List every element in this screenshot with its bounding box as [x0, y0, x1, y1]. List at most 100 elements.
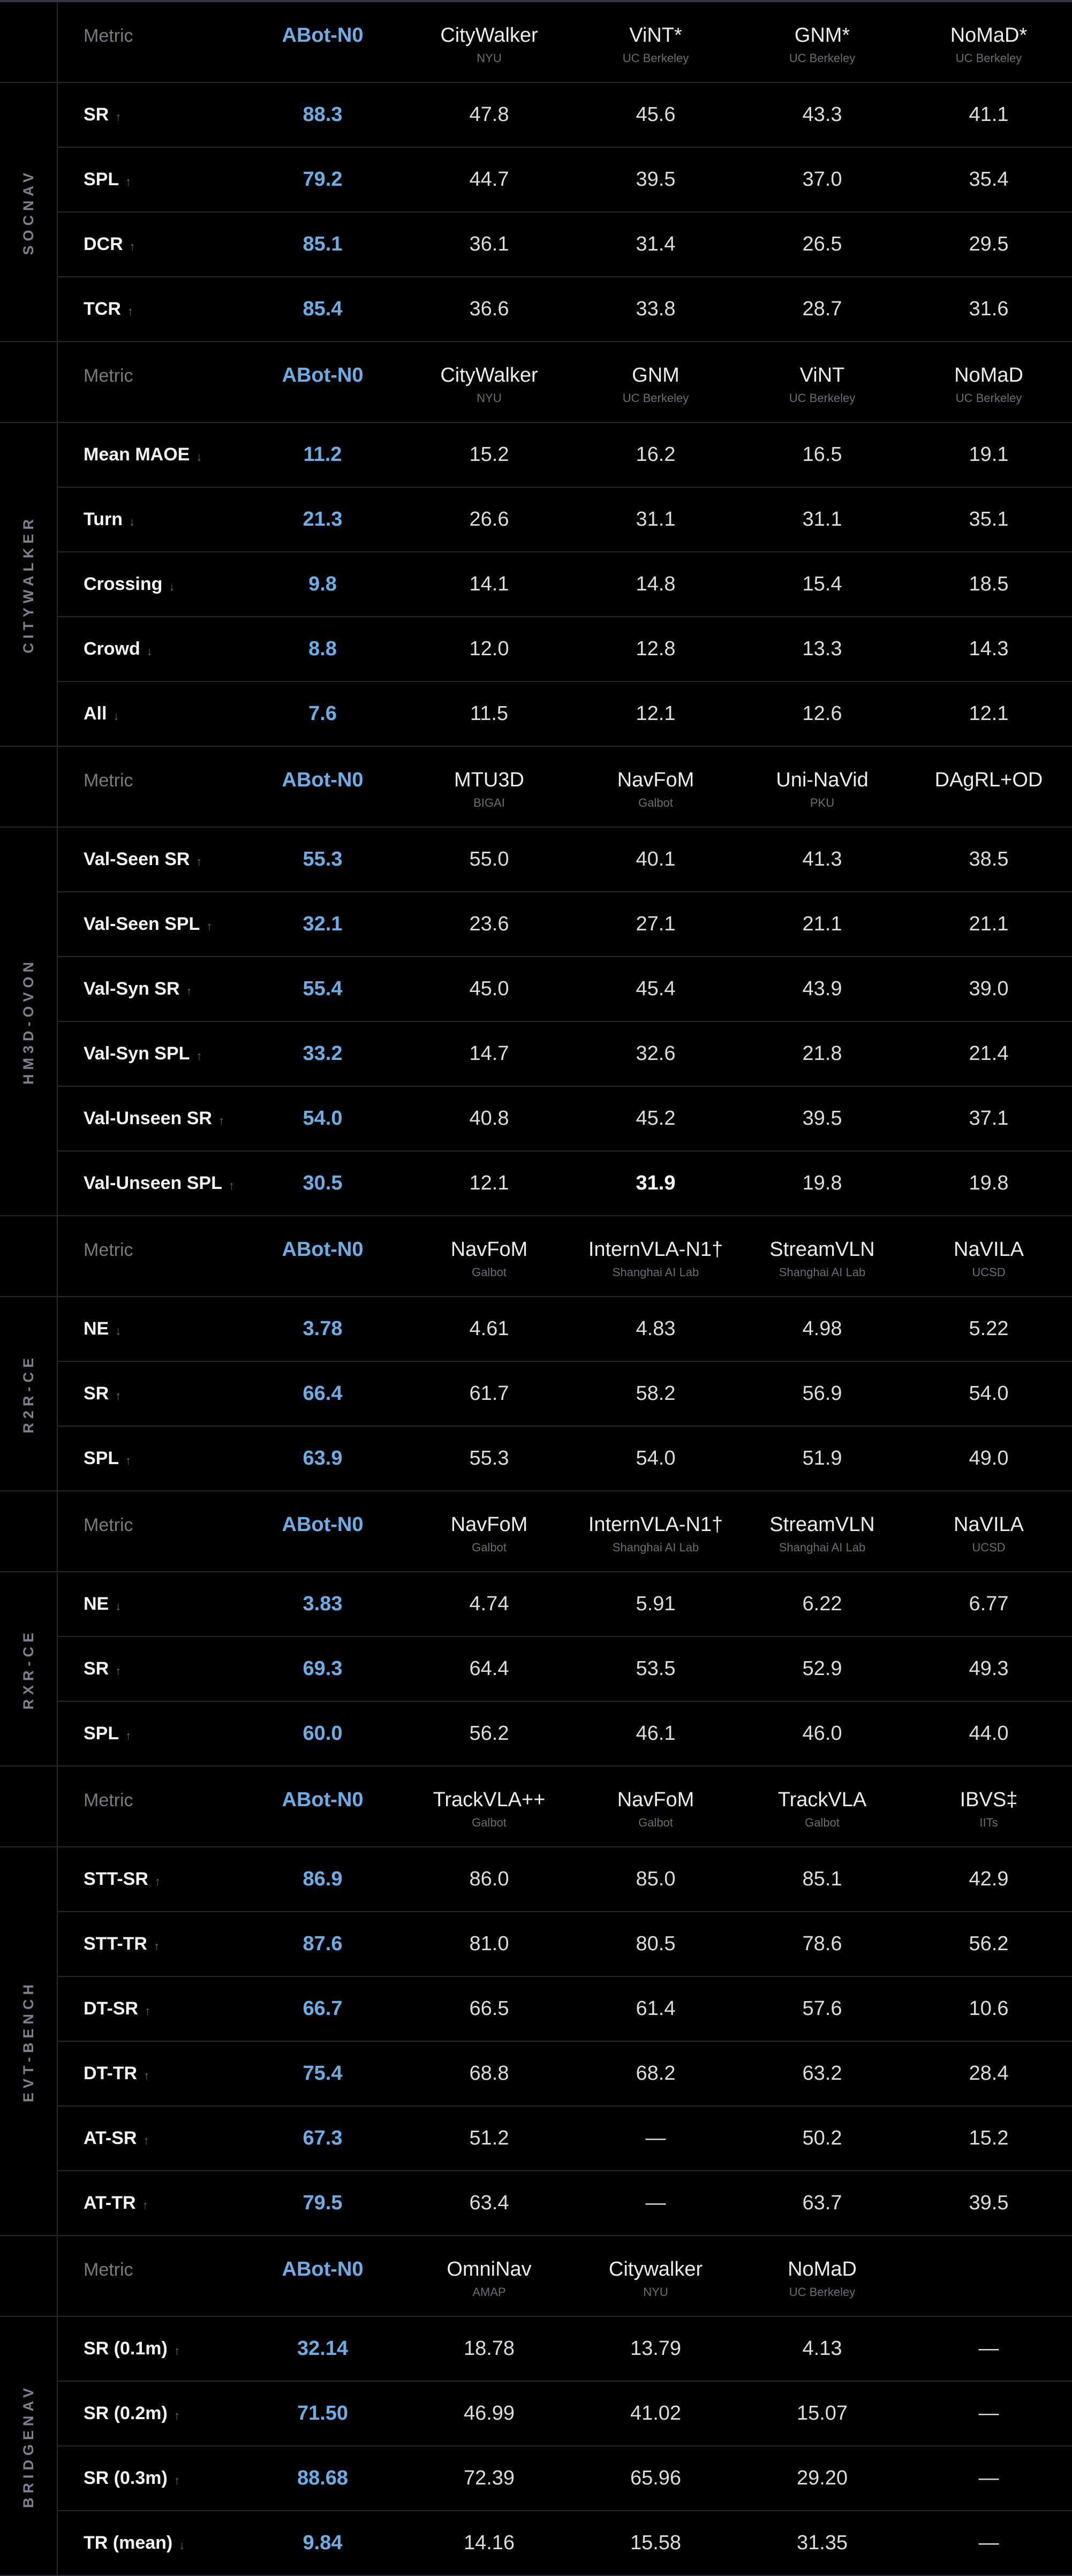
arrow-down-icon: ↓ [196, 450, 202, 464]
abot-value-cell: 33.2 [303, 1042, 343, 1065]
value-cell: 45.0 [469, 978, 509, 1000]
model-org: UC Berkeley [622, 391, 689, 405]
section-header-row: Metric ABot-N0 MTU3D BIGAI NavFoM Galbot Uni-N… [0, 747, 1072, 828]
abot-value-cell: 85.1 [303, 233, 343, 255]
arrow-up-icon: ↑ [173, 2408, 180, 2422]
value-cell: 54.0 [636, 1447, 676, 1469]
table-row: SPL ↑ 63.9 55.3 54.0 51.9 49.0 [58, 1427, 1072, 1491]
value-cell: 31.35 [796, 2532, 848, 2554]
arrow-up-icon: ↑ [154, 1874, 161, 1888]
section-header-spacer [0, 1491, 58, 1571]
metric-cell: Crossing ↓ [58, 552, 239, 616]
value-cell: 29.5 [969, 233, 1009, 255]
value-cell: 31.1 [802, 508, 842, 531]
value-cell: 41.1 [969, 103, 1009, 126]
value-cell: 33.8 [636, 298, 676, 320]
table-row: SR (0.3m) ↑ 88.68 72.39 65.96 29.20 — [58, 2446, 1072, 2511]
metric-label: Val-Seen SR [84, 849, 190, 869]
abot-value-cell: 87.6 [303, 1933, 343, 1955]
value-cell: 39.5 [969, 2192, 1009, 2214]
section-header-spacer [0, 747, 58, 827]
model-column-header: ABot-N0 [239, 1767, 406, 1846]
model-column-header: StreamVLN Shanghai AI Lab [739, 1216, 905, 1296]
metric-label: SR [84, 1383, 109, 1404]
section-header-row: Metric ABot-N0 CityWalker NYU ViNT* UC Berkel… [0, 2, 1072, 83]
value-cell: 45.2 [636, 1107, 676, 1130]
metric-cell: Mean MAOE ↓ [58, 423, 239, 487]
metric-cell: DT-TR ↑ [58, 2042, 239, 2105]
value-cell: 14.3 [969, 638, 1009, 660]
model-org: UC Berkeley [622, 51, 689, 65]
metric-cell: SPL ↑ [58, 1702, 239, 1766]
value-cell: 56.2 [969, 1933, 1009, 1955]
metric-cell: SR ↑ [58, 1637, 239, 1701]
value-cell: 36.6 [469, 298, 509, 320]
metric-cell: SR (0.1m) ↑ [58, 2317, 239, 2381]
abot-value-cell: 3.83 [303, 1593, 343, 1615]
table-row: STT-SR ↑ 86.9 86.0 85.0 85.1 42.9 [58, 1847, 1072, 1912]
section-header-spacer [0, 2, 58, 82]
value-cell: 5.22 [969, 1317, 1009, 1340]
metric-column-header: Metric [84, 770, 133, 791]
model-column-header: NavFoM Galbot [406, 1491, 572, 1571]
section-body: BRIDGENAV SR (0.1m) ↑ 32.14 18.78 13.79 4.13— S… [0, 2317, 1072, 2576]
model-name: MTU3D [454, 769, 524, 791]
metric-label: STT-TR [84, 1934, 147, 1954]
section-label: SOCNAV [20, 169, 36, 255]
metric-label: NE [84, 1594, 109, 1614]
section-rows: Val-Seen SR ↑ 55.3 55.0 40.1 41.3 38.5 Val-Seen… [58, 828, 1072, 1216]
section-evt-bench: Metric ABot-N0 TrackVLA++ Galbot NavFoM Galbo… [0, 1767, 1072, 2236]
arrow-down-icon: ↓ [179, 2538, 185, 2552]
section-body: HM3D-OVON Val-Seen SR ↑ 55.3 55.0 40.1 41.3 38.… [0, 828, 1072, 1216]
model-name: ABot-N0 [282, 1238, 364, 1261]
model-name: DAgRL+OD [934, 769, 1043, 791]
value-cell: 46.99 [463, 2402, 515, 2425]
model-column-header: InternVLA-N1† Shanghai AI Lab [572, 1491, 739, 1571]
value-cell: 54.0 [969, 1382, 1009, 1405]
model-column-header: GNM* UC Berkeley [739, 2, 905, 82]
value-cell: 26.6 [469, 508, 509, 531]
model-org: UC Berkeley [789, 2285, 856, 2299]
arrow-up-icon: ↑ [125, 1729, 132, 1742]
metric-label: SPL [84, 1723, 119, 1744]
metric-cell: Val-Unseen SPL ↑ [58, 1151, 239, 1215]
model-name: StreamVLN [769, 1513, 875, 1536]
section-label-cell: SOCNAV [0, 83, 58, 342]
value-cell: 31.6 [969, 298, 1009, 320]
model-name: NavFoM [450, 1238, 528, 1261]
model-name: NaVILA [954, 1238, 1024, 1261]
table-row: DCR ↑ 85.1 36.1 31.4 26.5 29.5 [58, 213, 1072, 277]
value-cell: 29.20 [796, 2467, 848, 2489]
value-cell: 15.2 [469, 443, 509, 466]
model-name: NaVILA [954, 1513, 1024, 1536]
table-row: SR ↑ 88.3 47.8 45.6 43.3 41.1 [58, 83, 1072, 148]
section-rxr-ce: Metric ABot-N0 NavFoM Galbot InternVLA-N1† Sh… [0, 1491, 1072, 1767]
section-header-row: Metric ABot-N0 TrackVLA++ Galbot NavFoM Galbo… [0, 1767, 1072, 1847]
model-column-header [905, 2236, 1072, 2316]
value-cell: 14.8 [636, 573, 676, 595]
value-cell: 12.1 [969, 702, 1009, 725]
value-cell: 49.0 [969, 1447, 1009, 1469]
table-row: Val-Syn SPL ↑ 33.2 14.7 32.6 21.8 21.4 [58, 1022, 1072, 1087]
abot-value-cell: 9.84 [303, 2532, 343, 2554]
value-cell: 11.5 [470, 702, 509, 725]
table-row: SR ↑ 69.3 64.4 53.5 52.9 49.3 [58, 1637, 1072, 1702]
value-cell: 15.07 [796, 2402, 848, 2425]
section-label: RXR-CE [20, 1628, 36, 1710]
metric-label: SR (0.3m) [84, 2468, 168, 2488]
table-row: STT-TR ↑ 87.6 81.0 80.5 78.6 56.2 [58, 1912, 1072, 1977]
arrow-up-icon: ↑ [143, 2133, 149, 2147]
arrow-up-icon: ↑ [144, 2069, 150, 2082]
value-cell: 56.2 [469, 1722, 509, 1745]
abot-value-cell: 8.8 [308, 638, 337, 660]
abot-value-cell: 79.2 [303, 168, 343, 191]
value-cell: 31.1 [636, 508, 676, 531]
metric-label: AT-SR [84, 2128, 137, 2148]
value-cell: 39.5 [636, 168, 676, 191]
abot-value-cell: 86.9 [303, 1868, 343, 1890]
model-org: AMAP [472, 2285, 506, 2299]
value-cell: 41.3 [802, 848, 842, 870]
model-name: CityWalker [440, 24, 538, 47]
value-cell: 12.0 [469, 638, 509, 660]
metric-cell: TCR ↑ [58, 277, 239, 341]
